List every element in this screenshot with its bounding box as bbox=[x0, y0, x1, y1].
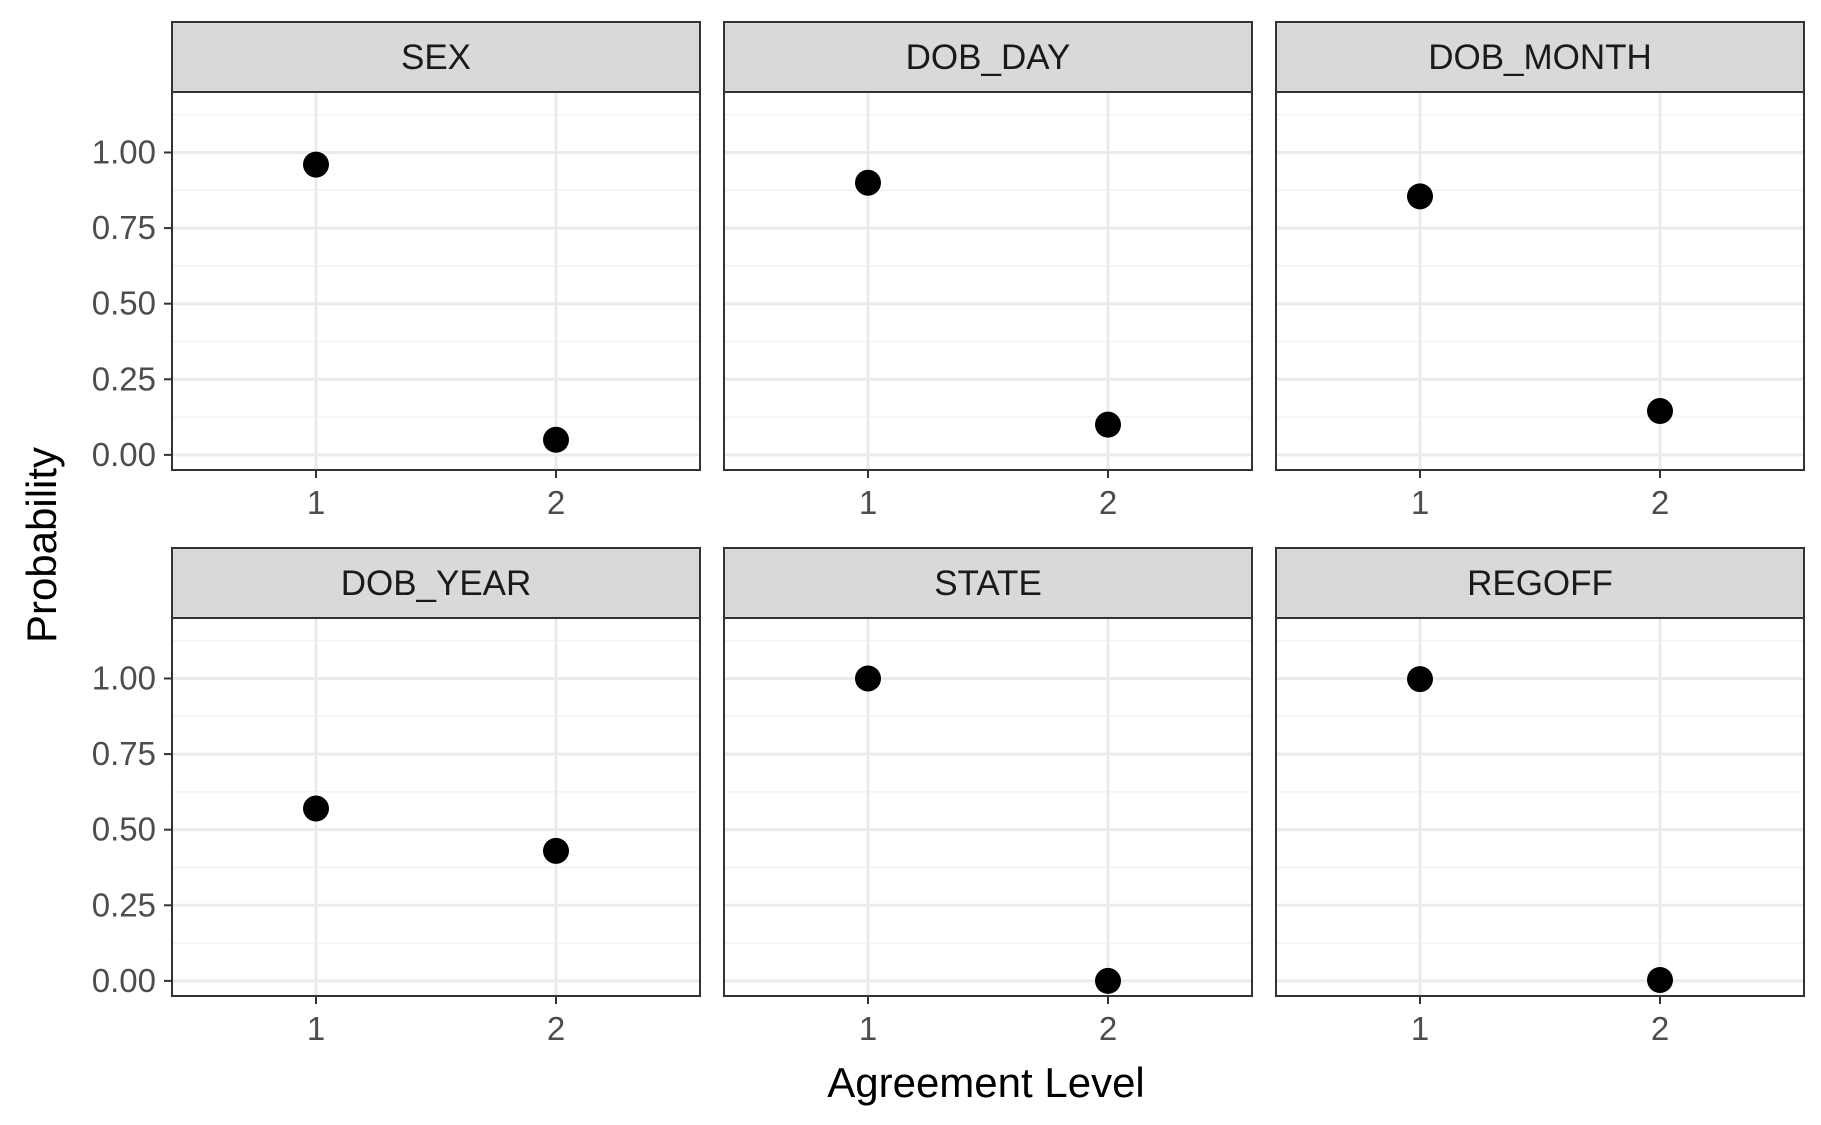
data-point bbox=[543, 837, 569, 864]
facet-panel: DOB_MONTH 1 2 bbox=[1275, 21, 1805, 521]
y-tick-label: 0.25 bbox=[92, 360, 156, 397]
y-tick-label: 0.00 bbox=[92, 962, 156, 999]
panel-border bbox=[1275, 617, 1805, 997]
facet-panel: REGOFF 1 2 bbox=[1275, 547, 1805, 1047]
y-tick-label: 0.00 bbox=[92, 436, 156, 473]
plot-background bbox=[1276, 92, 1804, 470]
plot-background bbox=[172, 618, 700, 996]
facet-title: REGOFF bbox=[1467, 564, 1613, 603]
x-tick-label: 1 bbox=[859, 484, 877, 521]
y-tick-label: 0.75 bbox=[92, 209, 156, 246]
data-point bbox=[1095, 411, 1121, 438]
x-tick-label: 1 bbox=[859, 1010, 877, 1047]
x-tick-label: 1 bbox=[307, 484, 325, 521]
facet-strip bbox=[723, 547, 1253, 619]
facet-strip bbox=[171, 21, 701, 93]
data-point bbox=[543, 426, 569, 453]
panel-border bbox=[1275, 91, 1805, 471]
y-tick-label: 0.75 bbox=[92, 735, 156, 772]
facet-panel: DOB_YEAR 1 2 0.00 0.25 0.50 0.75 1.00 bbox=[92, 547, 701, 1047]
x-tick-label: 2 bbox=[1099, 484, 1117, 521]
data-point bbox=[1647, 966, 1673, 993]
facet-strip bbox=[1275, 547, 1805, 619]
y-tick-label: 1.00 bbox=[92, 659, 156, 696]
data-point bbox=[855, 169, 881, 196]
data-point bbox=[1407, 183, 1433, 210]
facet-title: DOB_YEAR bbox=[341, 564, 532, 603]
x-tick-label: 1 bbox=[307, 1010, 325, 1047]
y-tick-label: 1.00 bbox=[92, 133, 156, 170]
plot-background bbox=[724, 618, 1252, 996]
plot-background bbox=[172, 92, 700, 470]
facet-title: DOB_MONTH bbox=[1428, 38, 1652, 77]
y-axis-title: Probability bbox=[18, 447, 65, 643]
y-tick-label: 0.50 bbox=[92, 285, 156, 322]
facet-title: STATE bbox=[934, 564, 1042, 603]
data-point bbox=[1407, 666, 1433, 693]
x-tick-label: 2 bbox=[1651, 1010, 1669, 1047]
data-point bbox=[1647, 398, 1673, 425]
data-point bbox=[855, 665, 881, 692]
facet-panel: DOB_DAY 1 2 bbox=[723, 21, 1253, 521]
facet-strip bbox=[171, 547, 701, 619]
x-tick-label: 2 bbox=[547, 1010, 565, 1047]
x-tick-label: 2 bbox=[547, 484, 565, 521]
panel-border bbox=[723, 91, 1253, 471]
x-tick-label: 2 bbox=[1651, 484, 1669, 521]
x-tick-label: 2 bbox=[1099, 1010, 1117, 1047]
x-axis-title: Agreement Level bbox=[827, 1059, 1145, 1106]
facet-title: SEX bbox=[401, 38, 471, 77]
data-point bbox=[303, 795, 329, 822]
data-point bbox=[303, 151, 329, 178]
facet-panel: SEX 1 2 0.00 0.25 0.50 0.75 1.00 bbox=[92, 21, 701, 521]
facet-title: DOB_DAY bbox=[906, 38, 1071, 77]
plot-background bbox=[724, 92, 1252, 470]
facet-strip bbox=[723, 21, 1253, 93]
y-tick-label: 0.25 bbox=[92, 886, 156, 923]
facet-panel: STATE 1 2 bbox=[723, 547, 1253, 1047]
panel-border bbox=[723, 617, 1253, 997]
x-tick-label: 1 bbox=[1411, 484, 1429, 521]
x-tick-label: 1 bbox=[1411, 1010, 1429, 1047]
data-point bbox=[1095, 967, 1121, 994]
y-tick-label: 0.50 bbox=[92, 811, 156, 848]
panel-border bbox=[171, 617, 701, 997]
panel-border bbox=[171, 91, 701, 471]
plot-background bbox=[1276, 618, 1804, 996]
